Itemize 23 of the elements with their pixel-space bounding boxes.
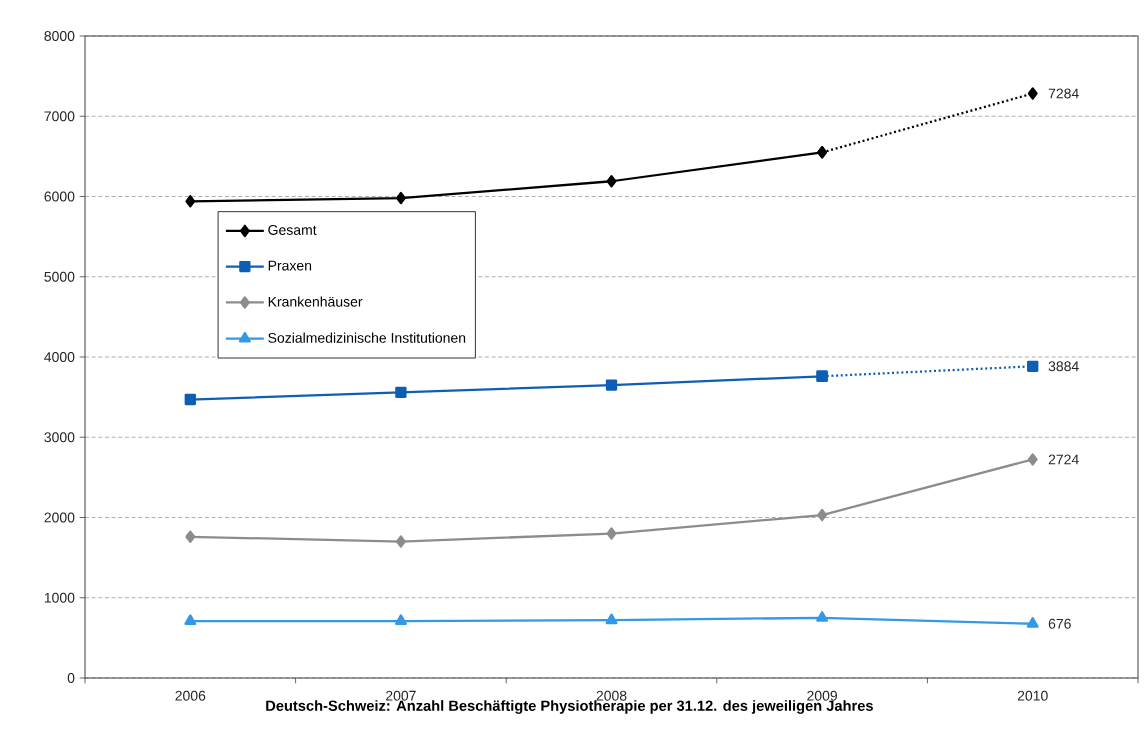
x-tick-label: 2010 [1017,690,1048,701]
y-tick-label: 3000 [44,432,75,443]
legend-label: Sozialmedizinische Institutionen [268,332,466,343]
x-tick-label: 2007 [386,690,416,701]
x-axis-title: Deutsch-Schweiz: Anzahl Beschäftigte Physiotherapie per 31.12. des jeweiligen Jahres [266,700,873,714]
data-label: 2724 [1048,454,1079,465]
y-tick-label: 1000 [44,592,75,603]
y-tick-label: 5000 [44,271,75,282]
x-tick-label: 2006 [175,690,206,701]
data-label: 676 [1048,618,1071,629]
y-tick-label: 4000 [44,352,75,362]
data-label: 7284 [1048,88,1079,99]
x-tick-label: 2009 [807,690,837,701]
legend-label: Praxen [268,260,312,271]
legend-label: Krankenhäuser [268,296,363,307]
y-tick-label: 6000 [44,191,75,202]
y-tick-label: 2000 [44,512,75,523]
y-tick-label: 8000 [44,31,75,41]
y-tick-label: 7000 [44,111,75,122]
x-tick-label: 2008 [596,690,627,701]
data-label: 3884 [1048,361,1079,372]
y-tick-label: 0 [67,673,75,683]
legend-label: Gesamt [268,225,317,235]
